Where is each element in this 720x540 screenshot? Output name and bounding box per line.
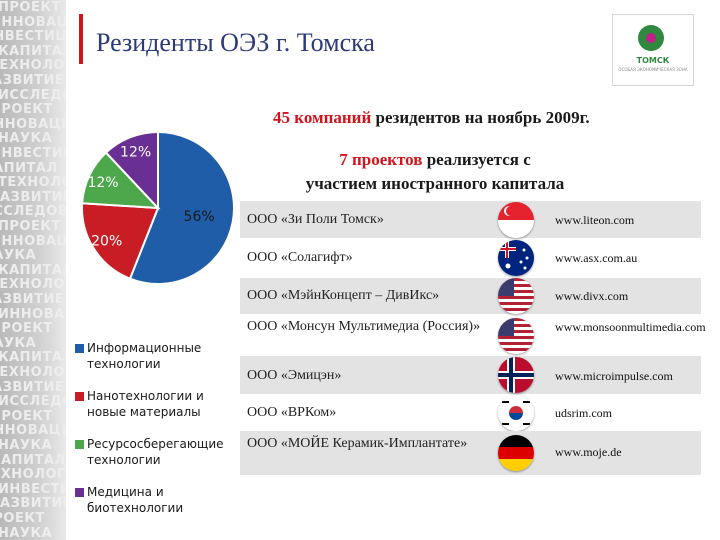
sidebar-word: ИННОВАЦИИ (0, 306, 66, 322)
sidebar-word: КАПИТАЛ (0, 350, 66, 366)
headline-projects-line2: участием иностранного капитала (305, 174, 565, 193)
sidebar-word: ИННОВАЦИИ (0, 423, 66, 439)
sidebar-word: ИНВЕСТИЦИИ (0, 481, 66, 497)
company-name: ООО «МОЙЕ Керамик-Имплантате» (247, 436, 468, 451)
sidebar-word: НАУКА (0, 525, 53, 540)
legend-swatch-medicine (75, 488, 84, 497)
headline-projects: 7 проектов реализуется с участием иностр… (255, 148, 615, 196)
pie-chart: 56% 20% 12% 12% (70, 128, 245, 298)
sidebar-word: ПРОЕКТ (0, 0, 61, 15)
norway-flag-icon (498, 357, 534, 393)
logo-name: ТОМСК (636, 56, 670, 65)
table-row: ООО «Солагифт» www.asx.com.au (240, 238, 701, 278)
sidebar-word: РАЗВИТИЕ (0, 73, 65, 88)
table-row: ООО «ВРКом» udsrim.com (240, 394, 701, 431)
company-name: ООО «Солагифт» (247, 250, 353, 265)
sidebar-word: ИНВЕСТИЦИИ (0, 29, 66, 45)
singapore-flag-icon (498, 202, 534, 238)
legend-label-medicine: Медицина и биотехнологии (87, 485, 184, 515)
sidebar-word: КАПИТАЛ (0, 262, 66, 278)
sidebar-word: РАЗВИТИЕ (0, 189, 66, 205)
australia-flag-icon (498, 240, 534, 276)
headline-projects-text: реализуется с (422, 150, 531, 169)
headline-companies-text: резидентов на ноябрь 2009г. (371, 108, 590, 127)
legend-label-nano: Нанотехнологии и новые материалы (87, 389, 204, 419)
company-name: ООО «Эмицэн» (247, 368, 342, 383)
usa-flag-icon (498, 318, 534, 354)
headline-projects-count: 7 проектов (339, 150, 423, 169)
legend-swatch-nano (75, 392, 84, 401)
headline-companies-count: 45 компаний (273, 108, 372, 127)
sidebar-word: ПРОЕКТ (0, 321, 53, 337)
sidebar-word: ПРОЕКТ (0, 408, 53, 424)
legend-swatch-resource (75, 440, 84, 449)
sidebar-word: НАУКА (0, 335, 37, 351)
pie-chart-svg: 56% 20% 12%12% (81, 130, 235, 285)
pie-slice (81, 202, 160, 280)
sidebar-word: ПРОЕКТ (0, 511, 45, 526)
sidebar-word: ПРОЕКТ (0, 102, 53, 118)
sidebar-word: НАУКА (0, 248, 37, 264)
sidebar-word: ТЕХНОЛОГИИ (0, 175, 66, 191)
sidebar-word: ТЕХНОЛОГИИ (0, 277, 66, 293)
table-row: ООО «Зи Поли Томск» www.liteon.com (240, 201, 701, 238)
sidebar-word: КАПИТАЛ (0, 160, 58, 176)
company-name: ООО «ВРКом» (247, 405, 337, 420)
legend-swatch-it (75, 344, 84, 353)
pie-slice-label: 20% (91, 234, 122, 250)
logo: ТОМСК ОСОБАЯ ЭКОНОМИЧЕСКАЯ ЗОНА (612, 14, 694, 86)
company-site: www.asx.com.au (555, 251, 638, 265)
headline-companies: 45 компаний резидентов на ноябрь 2009г. (273, 108, 590, 128)
sidebar-word: РАЗВИТИЕ (0, 292, 65, 307)
legend-label-it: Информационные технологии (87, 341, 202, 371)
legend-label-resource: Ресурсосберегающие технологии (87, 437, 224, 467)
pie-slice (128, 130, 235, 285)
company-site: www.moje.de (555, 445, 622, 459)
title-accent-bar (79, 14, 83, 64)
company-site: udsrim.com (555, 406, 612, 420)
table-row: ООО «Эмицэн» www.microimpulse.com (240, 356, 701, 394)
sidebar-word: ПРОЕКТ (0, 219, 61, 234)
sidebar-word: ТЕХНОЛОГИИ (0, 58, 66, 74)
table-row: ООО «МэйнКонцепт – ДивИкс» www.divx.com (240, 278, 701, 314)
sidebar-word: ИНВЕСТИЦИИ (0, 146, 66, 161)
sidebar-word: ИННОВАЦИИ (0, 116, 66, 132)
page-title: Резиденты ОЭЗ г. Томска (96, 28, 375, 57)
sidebar-word: ИННОВАЦИИ (0, 14, 66, 30)
sidebar-word: РАЗВИТИЕ (0, 379, 65, 395)
company-name: ООО «Монсун Мультимедиа (Россия)» (247, 319, 481, 334)
sidebar-word: РАЗВИТИЕ (0, 496, 66, 512)
table-row: ООО «МОЙЕ Керамик-Имплантате» www.moje.d… (240, 431, 701, 475)
sidebar-word: НАУКА (0, 131, 53, 147)
logo-flower-icon (646, 33, 656, 43)
sidebar-word: ИССЛЕДОВАНИЯ (0, 204, 66, 220)
company-site: www.divx.com (555, 289, 629, 303)
sidebar-word: ТЕХНОЛОГИИ (0, 365, 66, 380)
company-name: ООО «МэйнКонцепт – ДивИкс» (247, 288, 440, 303)
company-site: www.liteon.com (555, 213, 635, 227)
pie-slice-label: 12% (120, 145, 151, 161)
logo-subtitle: ОСОБАЯ ЭКОНОМИЧЕСКАЯ ЗОНА (618, 67, 688, 72)
sidebar-word: КАПИТАЛ (0, 452, 66, 468)
pie-slice-label: 56% (184, 209, 215, 225)
company-name: ООО «Зи Поли Томск» (247, 212, 384, 227)
south-korea-flag-icon (498, 395, 534, 431)
sidebar-word: ИННОВАЦИИ (0, 233, 66, 249)
sidebar-word: КАПИТАЛ (0, 43, 66, 59)
pie-slice (104, 130, 159, 211)
sidebar-word: ИССЛЕДОВАНИЯ (0, 394, 66, 410)
germany-flag-icon (498, 435, 534, 471)
sidebar-word: ИССЛЕДОВАНИЯ (0, 87, 66, 103)
sidebar-word: ТЕХНОЛОГИИ (0, 467, 66, 483)
usa-flag-icon (498, 278, 534, 314)
company-site: www.monsoonmultimedia.com (555, 320, 706, 334)
pie-slice-label: 12% (87, 175, 118, 191)
table-row: ООО «Монсун Мультимедиа (Россия)» www.mo… (240, 314, 706, 356)
company-site: www.microimpulse.com (555, 369, 673, 383)
sidebar-texture: ПРОЕКТИННОВАЦИИИНВЕСТИЦИИКАПИТАЛТЕХНОЛОГ… (0, 0, 66, 540)
sidebar-word: НАУКА (0, 438, 53, 453)
